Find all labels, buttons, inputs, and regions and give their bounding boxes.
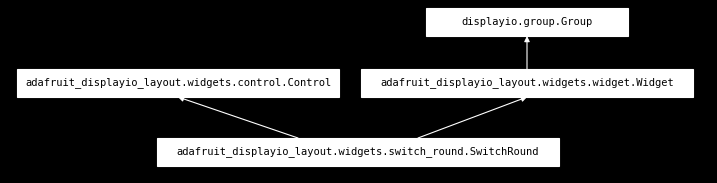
FancyBboxPatch shape: [17, 69, 339, 97]
FancyBboxPatch shape: [157, 138, 559, 166]
Text: adafruit_displayio_layout.widgets.widget.Widget: adafruit_displayio_layout.widgets.widget…: [380, 78, 674, 88]
Text: adafruit_displayio_layout.widgets.switch_round.SwitchRound: adafruit_displayio_layout.widgets.switch…: [177, 147, 539, 157]
Text: adafruit_displayio_layout.widgets.control.Control: adafruit_displayio_layout.widgets.contro…: [25, 78, 331, 88]
FancyBboxPatch shape: [361, 69, 693, 97]
Text: displayio.group.Group: displayio.group.Group: [461, 17, 593, 27]
FancyBboxPatch shape: [426, 8, 628, 36]
